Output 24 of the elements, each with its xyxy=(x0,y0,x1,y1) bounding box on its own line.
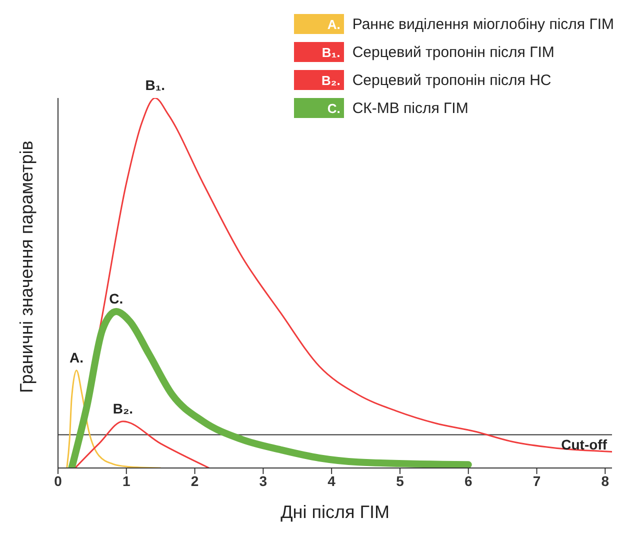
legend-label: Серцевий тропонін після НС xyxy=(352,72,552,88)
text: C. xyxy=(327,100,340,116)
text: B₁. xyxy=(145,77,166,93)
x-tick-label: 6 xyxy=(464,472,472,489)
annotation: C. xyxy=(109,290,124,306)
text: B₁. xyxy=(322,44,340,60)
x-tick-label: 8 xyxy=(601,472,610,489)
x-tick-label: 7 xyxy=(532,472,541,489)
annotation: A. xyxy=(69,349,84,366)
text: A. xyxy=(327,16,340,32)
x-tick-label: 0 xyxy=(54,472,62,489)
x-tick-label: 4 xyxy=(328,472,336,489)
legend-label: Раннє виділення міоглобіну після ГІМ xyxy=(352,16,614,32)
x-tick-label: 5 xyxy=(396,472,404,489)
annotation: B₂. xyxy=(112,400,134,416)
y-axis-title: Граничні значення параметрів xyxy=(16,140,36,393)
x-tick-label: 2 xyxy=(190,472,199,489)
text: B₂. xyxy=(322,72,340,88)
ref-line-label: Cut-off xyxy=(561,436,608,453)
x-tick-label: 1 xyxy=(122,472,130,489)
legend-label: СК-МВ після ГІМ xyxy=(352,100,468,116)
legend-label: Серцевий тропонін після ГІМ xyxy=(352,44,554,60)
x-tick-label: 3 xyxy=(259,472,268,489)
x-axis-title: Дні після ГІМ xyxy=(280,502,390,522)
